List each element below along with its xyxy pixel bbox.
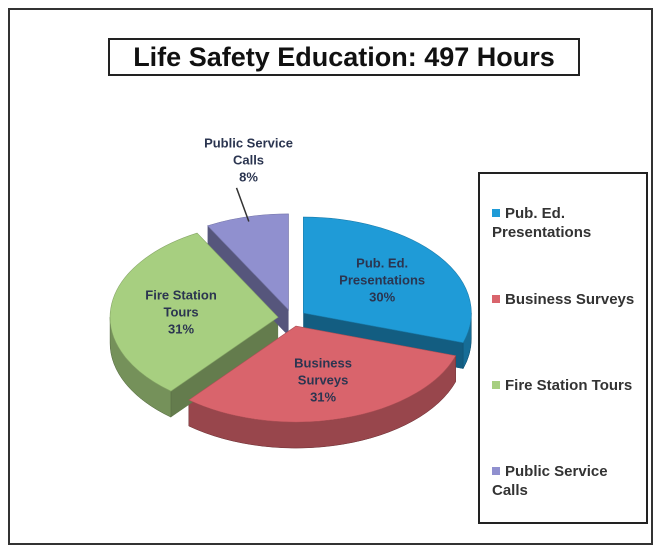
leader-line — [235, 187, 250, 222]
label-name: Public Service Calls — [204, 135, 293, 168]
label-name: Pub. Ed. Presentations — [339, 255, 426, 288]
slice-side — [170, 317, 279, 418]
legend-label: Public Service Calls — [492, 463, 608, 499]
label-name: Business Surveys — [294, 355, 352, 388]
legend-entry: Fire Station Tours — [492, 376, 642, 395]
label-value: 8% — [239, 169, 258, 185]
chart-title: Life Safety Education: 497 Hours — [108, 38, 580, 76]
data-label: Pub. Ed. Presentations 30% — [327, 255, 437, 306]
label-value: 31% — [310, 389, 337, 405]
data-label: Public Service Calls 8% — [194, 134, 304, 185]
legend-entry: Public Service Calls — [492, 462, 642, 500]
pie-slice — [188, 325, 457, 423]
legend-label: Business Surveys — [505, 291, 635, 308]
pie-slice — [303, 216, 472, 344]
legend-entry: Business Surveys — [492, 290, 642, 309]
legend-swatch — [492, 381, 500, 389]
data-label: Fire Station Tours 31% — [126, 286, 236, 337]
legend-swatch — [492, 209, 500, 217]
legend-label: Fire Station Tours — [505, 377, 633, 394]
legend-label: Pub. Ed. Presentations — [492, 205, 592, 241]
legend: Pub. Ed. Presentations Business Surveys Fi… — [478, 172, 648, 524]
label-value: 30% — [369, 289, 396, 305]
data-label: Business Surveys 31% — [268, 354, 378, 405]
legend-swatch — [492, 467, 500, 475]
pie-slice — [109, 232, 279, 392]
legend-swatch — [492, 295, 500, 303]
legend-entry: Pub. Ed. Presentations — [492, 204, 642, 242]
frame — [8, 8, 653, 545]
label-name: Fire Station Tours — [145, 287, 217, 320]
label-value: 31% — [168, 321, 195, 337]
